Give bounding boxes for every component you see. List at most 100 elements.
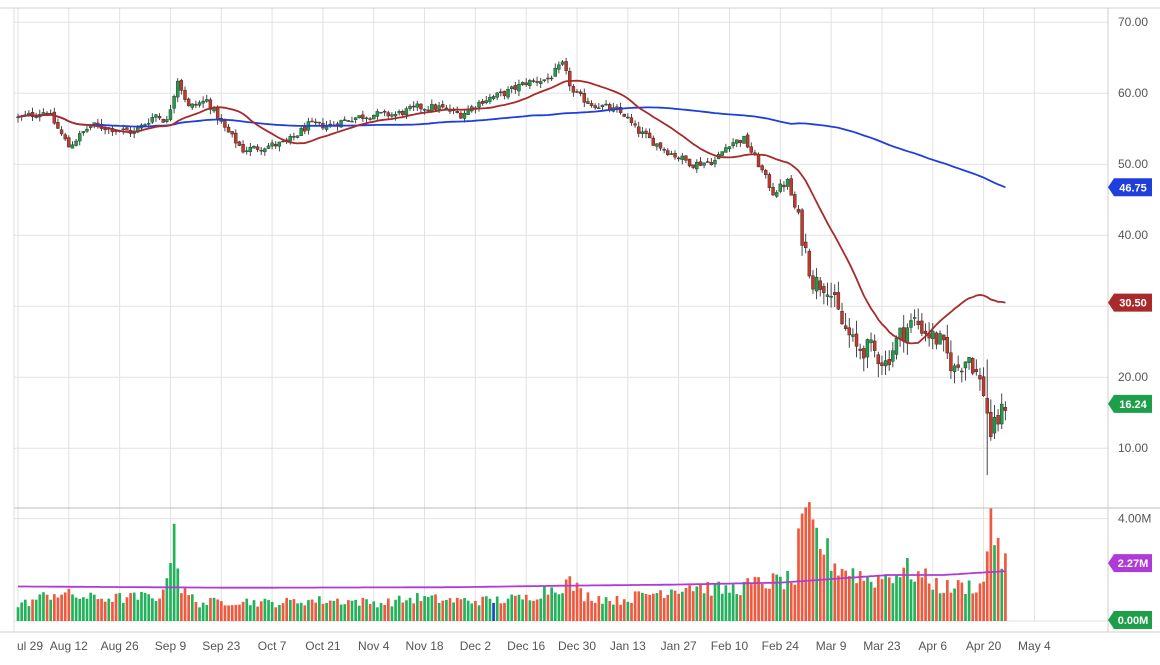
volume-bar — [884, 574, 887, 621]
volume-bar — [481, 596, 485, 621]
candle-body — [125, 127, 129, 131]
candle-body — [829, 296, 833, 298]
volume-bar — [840, 568, 844, 621]
volume-bar — [753, 576, 757, 621]
candle-body — [836, 292, 841, 310]
volume-bar — [321, 603, 325, 621]
volume-bar — [942, 592, 946, 621]
volume-bar — [655, 593, 659, 621]
volume-bar — [855, 583, 858, 621]
volume-bar — [771, 573, 775, 621]
volume-bar — [673, 590, 677, 621]
volume-bar — [183, 587, 187, 621]
volume-bar — [975, 592, 978, 621]
time-tick-label: Feb 10 — [711, 639, 749, 653]
volume-bar — [466, 600, 470, 621]
volume-bar — [916, 571, 920, 621]
volume-bar — [151, 598, 154, 621]
volume-bar — [187, 595, 191, 621]
candle-body — [862, 348, 866, 359]
volume-bar — [586, 592, 590, 621]
volume-bar — [688, 585, 691, 621]
volume-bar — [394, 599, 397, 621]
volume-bar — [317, 596, 321, 621]
candle-body — [462, 112, 467, 119]
candle-body — [571, 86, 576, 93]
moving-average-lines — [17, 79, 1006, 345]
volume-bar — [223, 605, 227, 621]
candle-body — [582, 93, 586, 103]
price-tick-label: 50.00 — [1118, 157, 1148, 171]
candle-body — [858, 348, 862, 351]
volume-bar — [249, 605, 252, 621]
candle-body — [34, 116, 38, 118]
candle-body — [455, 111, 459, 113]
volume-bar — [829, 570, 833, 621]
volume-bar — [590, 600, 593, 621]
volume-bar — [858, 571, 862, 621]
candle-body — [796, 208, 801, 213]
candle-body — [865, 339, 870, 358]
candle-body — [702, 162, 706, 166]
volume-bar — [739, 595, 742, 621]
volume-bar — [49, 599, 53, 621]
slow-ma-badge-label: 46.75 — [1119, 182, 1147, 194]
volume-bar — [303, 605, 307, 621]
candle-body — [168, 109, 173, 120]
volume-bar — [684, 587, 688, 621]
volume-bar — [822, 554, 826, 621]
grid — [0, 7, 1160, 633]
candle-body — [357, 115, 361, 119]
volume-bar — [143, 592, 147, 621]
volume-bar — [996, 537, 1000, 621]
last-price-badge: 16.24 — [1108, 394, 1152, 413]
candle-body — [851, 334, 855, 337]
candle-body — [597, 107, 601, 109]
candle-body — [223, 119, 227, 128]
candle-body — [847, 327, 851, 336]
candle-body — [720, 151, 724, 156]
price-badges: 46.75 30.50 16.24 2.27M 0.00M — [1108, 178, 1152, 629]
volume-bar — [194, 602, 198, 621]
volume-bar — [85, 598, 89, 621]
volume-bar — [764, 588, 768, 621]
candle-body — [644, 130, 648, 135]
candle-body — [226, 126, 231, 133]
candle-body — [437, 105, 441, 110]
volume-bar — [310, 599, 314, 621]
last-price-badge-bg — [1108, 394, 1152, 413]
candle-body — [506, 89, 510, 98]
candle-body — [295, 135, 300, 138]
candle-body — [669, 153, 674, 155]
candle-body — [647, 132, 652, 139]
candle-body — [480, 100, 485, 104]
volume-bar — [648, 594, 652, 621]
volume-bar — [1000, 568, 1004, 621]
volume-bar — [945, 580, 949, 621]
volume-bar — [354, 599, 357, 621]
volume-bar — [553, 592, 557, 621]
volume-bar — [964, 593, 967, 621]
candle-body — [63, 134, 67, 140]
volume-bar — [89, 592, 92, 621]
candle-body — [183, 90, 187, 100]
candle-body — [165, 119, 169, 122]
volume-bar — [898, 577, 902, 621]
candle-body — [495, 92, 499, 98]
time-tick-label: Aug 12 — [50, 639, 88, 653]
volume-bar — [129, 593, 132, 621]
time-tick-label: Apr 20 — [966, 639, 1002, 653]
candle-body — [45, 112, 49, 115]
volume-bar — [993, 545, 996, 621]
volume-bar — [216, 599, 220, 621]
volume-bar — [818, 548, 822, 621]
candle-body — [814, 276, 819, 292]
candle-body — [513, 85, 518, 90]
volume-bar — [419, 601, 423, 621]
candle-body — [825, 294, 830, 297]
time-tick-label: Apr 6 — [918, 639, 947, 653]
candle-body — [401, 111, 405, 116]
volume-bar — [405, 600, 408, 621]
candle-body — [176, 80, 180, 98]
volume-bar — [1004, 553, 1007, 621]
